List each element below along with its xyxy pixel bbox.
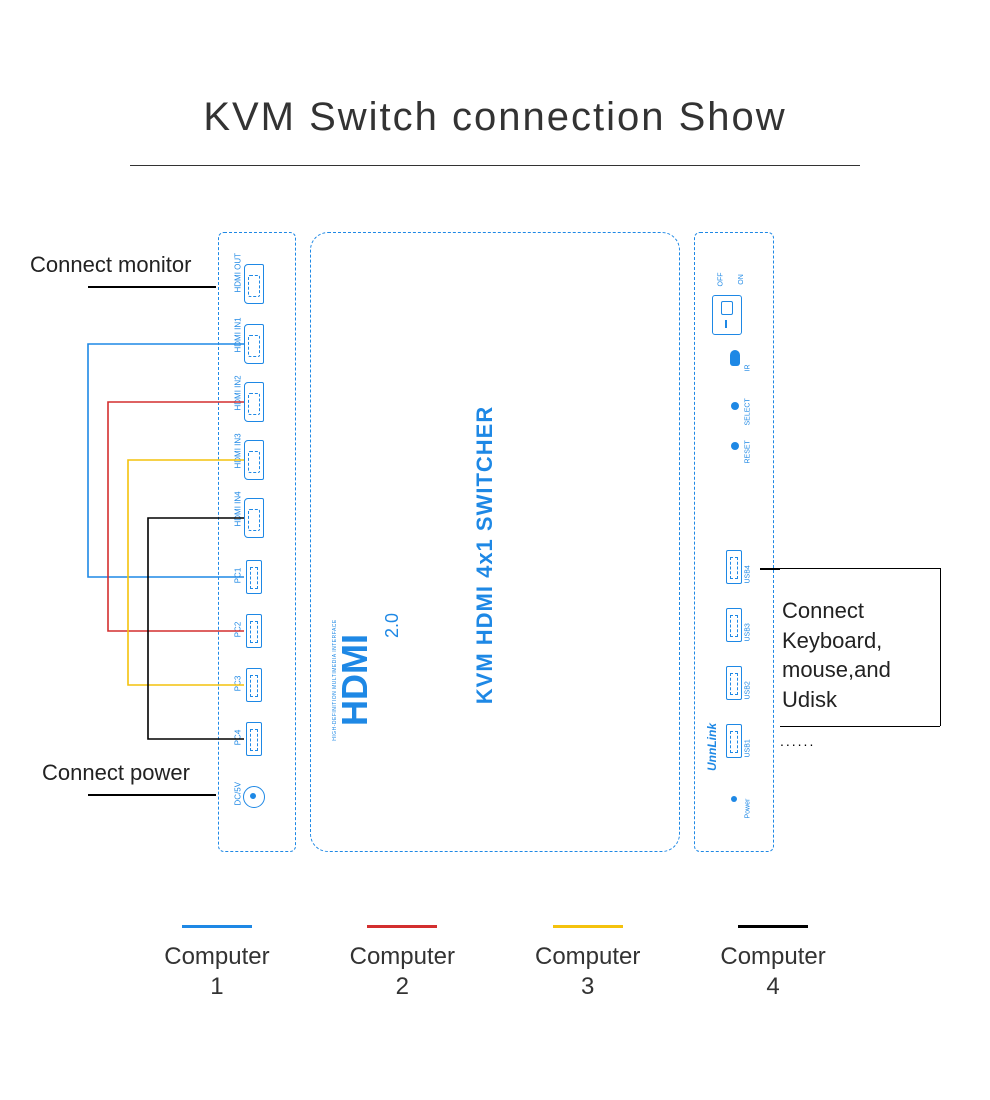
port-usb1 — [726, 724, 742, 758]
brand-text: UnnLink — [705, 723, 719, 771]
port-label-hdmi_in1: HDMI IN1 — [234, 333, 243, 353]
port-pc4 — [246, 722, 262, 756]
hdmi-version-text: 2.0 — [382, 613, 403, 638]
callout-usb-dots: ...... — [780, 733, 815, 749]
port-label-hdmi_in3: HDMI IN3 — [234, 449, 243, 469]
port-hdmi_in1 — [244, 324, 264, 364]
port-hdmi_in4 — [244, 498, 264, 538]
legend: Computer1 Computer2 Computer3 Computer4 — [0, 925, 990, 1002]
callout-usb: Connect Keyboard, mouse,and Udisk — [782, 596, 932, 715]
device-title-text: KVM HDMI 4x1 SWITCHER — [472, 406, 498, 704]
legend-label-1: Computer1 — [164, 942, 269, 1002]
legend-item-3: Computer3 — [535, 925, 640, 1002]
port-label-pc1: PC1 — [234, 566, 243, 586]
title-divider — [130, 165, 860, 166]
port-dc — [243, 786, 265, 808]
legend-label-4: Computer4 — [720, 942, 825, 1002]
port-hdmi_in3 — [244, 440, 264, 480]
port-label-usb1: USB1 — [745, 739, 752, 757]
legend-label-3: Computer3 — [535, 942, 640, 1002]
callout-monitor: Connect monitor — [30, 252, 191, 278]
port-label-usb4: USB4 — [745, 565, 752, 583]
reset-label: RESET — [745, 440, 752, 463]
port-usb2 — [726, 666, 742, 700]
page-title: KVM Switch connection Show — [0, 95, 990, 140]
port-usb3 — [726, 608, 742, 642]
switch-on-label: ON — [738, 274, 745, 285]
port-hdmi_in2 — [244, 382, 264, 422]
port-label-hdmi_out: HDMI OUT — [234, 273, 243, 293]
port-label-usb3: USB3 — [745, 623, 752, 641]
reset-button-icon — [731, 442, 739, 450]
legend-item-4: Computer4 — [720, 925, 825, 1002]
legend-label-2: Computer2 — [350, 942, 455, 1002]
select-label: SELECT — [745, 398, 752, 425]
port-label-pc3: PC3 — [234, 674, 243, 694]
legend-swatch-1 — [182, 925, 252, 928]
callout-usb-box-t — [780, 568, 940, 569]
diagram-page: { "title": "KVM Switch connection Show",… — [0, 0, 990, 1100]
callout-usb-box-b — [780, 726, 940, 727]
port-label-usb2: USB2 — [745, 681, 752, 699]
select-button-icon — [731, 402, 739, 410]
callout-usb-lead — [760, 568, 780, 570]
power-led-icon — [731, 796, 737, 802]
port-pc1 — [246, 560, 262, 594]
legend-swatch-2 — [367, 925, 437, 928]
port-hdmi_out — [244, 264, 264, 304]
port-usb4 — [726, 550, 742, 584]
callout-power: Connect power — [42, 760, 190, 786]
callout-monitor-line — [88, 286, 216, 288]
legend-swatch-3 — [553, 925, 623, 928]
port-label-hdmi_in2: HDMI IN2 — [234, 391, 243, 411]
ir-label: IR — [745, 365, 752, 372]
power-led-label: Power — [745, 799, 752, 819]
ir-receiver-icon — [730, 350, 740, 366]
port-label-hdmi_in4: HDMI IN4 — [234, 507, 243, 527]
legend-item-1: Computer1 — [164, 925, 269, 1002]
callout-usb-box-r — [940, 568, 941, 726]
callout-power-line — [88, 794, 216, 796]
port-label-dc: DC/5V — [234, 786, 243, 806]
port-pc3 — [246, 668, 262, 702]
hdmi-subtitle-text: HIGH-DEFINITION MULTIMEDIA INTERFACE — [332, 619, 338, 741]
switch-off-label: OFF — [718, 273, 725, 287]
port-label-pc2: PC2 — [234, 620, 243, 640]
port-pc2 — [246, 614, 262, 648]
power-switch-icon — [712, 295, 742, 335]
port-label-pc4: PC4 — [234, 728, 243, 748]
legend-item-2: Computer2 — [350, 925, 455, 1002]
hdmi-logo-text: HDMI — [334, 634, 376, 726]
legend-swatch-4 — [738, 925, 808, 928]
